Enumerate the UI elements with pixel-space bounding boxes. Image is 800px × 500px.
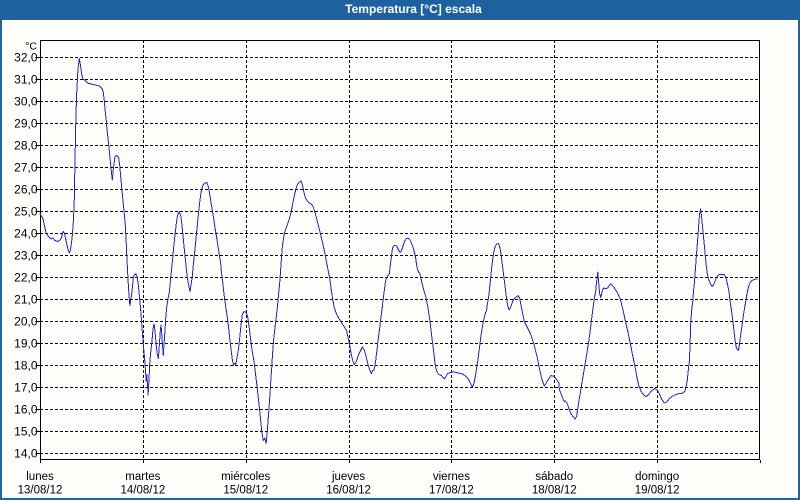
svg-text:martes: martes (125, 471, 160, 483)
svg-text:lunes: lunes (26, 471, 54, 483)
svg-text:24,0: 24,0 (14, 227, 38, 241)
svg-text:domingo: domingo (635, 471, 679, 483)
svg-text:15/08/12: 15/08/12 (223, 485, 268, 497)
svg-text:21,0: 21,0 (14, 293, 38, 307)
svg-text:30,0: 30,0 (14, 95, 38, 109)
svg-text:14/08/12: 14/08/12 (120, 485, 165, 497)
svg-text:25,0: 25,0 (14, 205, 38, 219)
svg-text:22,0: 22,0 (14, 271, 38, 285)
svg-text:16,0: 16,0 (14, 403, 38, 417)
svg-text:13/08/12: 13/08/12 (18, 485, 63, 497)
svg-text:17/08/12: 17/08/12 (429, 485, 474, 497)
svg-text:28,0: 28,0 (14, 139, 38, 153)
svg-text:17,0: 17,0 (14, 381, 38, 395)
svg-text:sábado: sábado (535, 471, 573, 483)
svg-text:19/08/12: 19/08/12 (635, 485, 680, 497)
svg-text:18/08/12: 18/08/12 (532, 485, 577, 497)
svg-text:27,0: 27,0 (14, 161, 38, 175)
svg-text:miércoles: miércoles (221, 471, 270, 483)
svg-text:jueves: jueves (331, 471, 365, 483)
svg-text:viernes: viernes (433, 471, 470, 483)
svg-text:18,0: 18,0 (14, 359, 38, 373)
svg-text:15,0: 15,0 (14, 425, 38, 439)
svg-text:31,0: 31,0 (14, 73, 38, 87)
svg-text:14,0: 14,0 (14, 447, 38, 461)
svg-text:°C: °C (25, 41, 37, 53)
svg-text:29,0: 29,0 (14, 117, 38, 131)
svg-text:19,0: 19,0 (14, 337, 38, 351)
svg-text:16/08/12: 16/08/12 (326, 485, 371, 497)
svg-text:23,0: 23,0 (14, 249, 38, 263)
svg-text:26,0: 26,0 (14, 183, 38, 197)
svg-text:20,0: 20,0 (14, 315, 38, 329)
svg-text:32,0: 32,0 (14, 51, 38, 65)
